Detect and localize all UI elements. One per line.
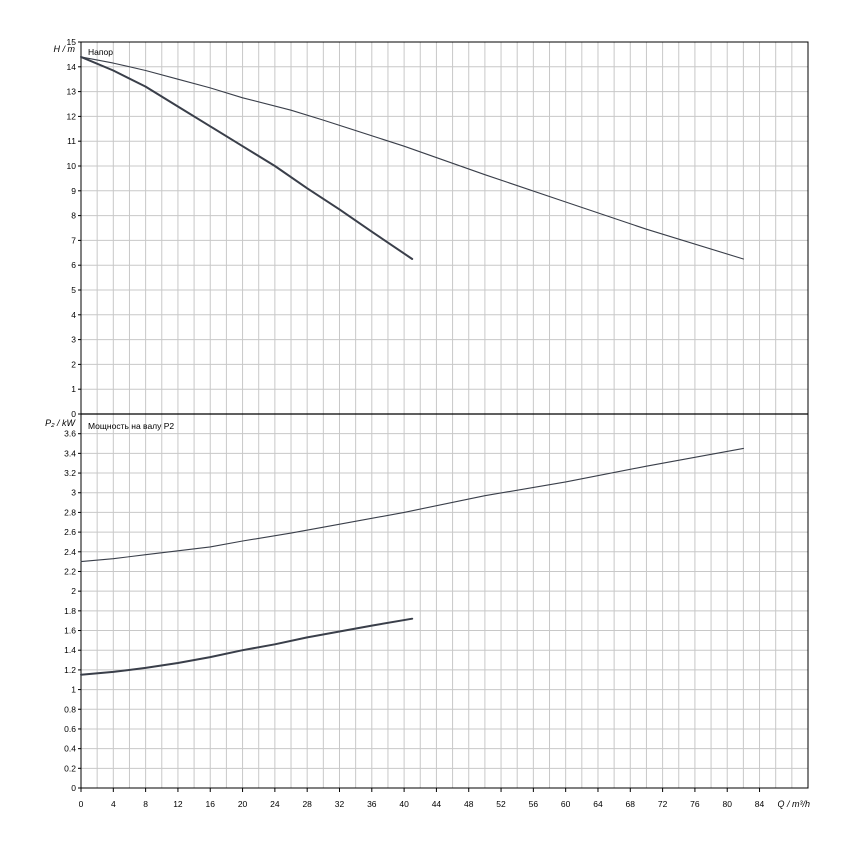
plot-frame [80,41,809,415]
plot-frame [80,413,809,789]
y-tick-label: 1.6 [64,626,76,636]
y-tick-label: 6 [71,260,76,270]
head-curve-1 [80,56,744,260]
y-tick-label: 15 [67,37,77,47]
y-tick-label: 0 [71,409,76,419]
y-tick-label: 0.2 [64,763,76,773]
x-tick-label: 80 [722,799,732,809]
y-tick-label: 12 [67,111,77,121]
y-tick-label: 0.8 [64,704,76,714]
y-tick-label: 1 [71,685,76,695]
y-tick-label: 3.4 [64,448,76,458]
x-tick-label: 20 [238,799,248,809]
x-tick-label: 72 [658,799,668,809]
y-tick-label: 2.6 [64,527,76,537]
x-tick-label: 12 [173,799,183,809]
y-tick-label: 2.4 [64,547,76,557]
x-tick-label: 84 [755,799,765,809]
y-tick-label: 3 [71,335,76,345]
y-tick-label: 13 [67,87,77,97]
x-tick-label: 32 [335,799,345,809]
y-tick-label: 5 [71,285,76,295]
x-tick-label: 64 [593,799,603,809]
x-tick-label: 8 [143,799,148,809]
y-tick-label: 0.4 [64,744,76,754]
x-tick-label: 28 [302,799,312,809]
power-curve-1 [80,447,744,563]
x-tick-label: 52 [496,799,506,809]
power-axis-label: P₂ / kW [45,418,76,428]
y-tick-label: 1 [71,384,76,394]
y-tick-label: 0 [71,783,76,793]
flow-axis-label: Q / m³/h [777,799,810,809]
y-tick-label: 14 [67,62,77,72]
x-tick-label: 40 [399,799,409,809]
y-tick-label: 11 [67,136,76,146]
x-tick-label: 56 [529,799,539,809]
y-tick-label: 2.2 [64,566,76,576]
head-curve-2 [80,55,414,260]
y-tick-label: 1.4 [64,645,76,655]
y-tick-label: 9 [71,186,76,196]
y-tick-label: 0.6 [64,724,76,734]
x-tick-label: 76 [690,799,700,809]
y-tick-label: 1.2 [64,665,76,675]
head-panel-title: Напор [88,47,113,57]
x-tick-label: 0 [79,799,84,809]
y-tick-label: 2 [71,586,76,596]
y-tick-label: 10 [67,161,77,171]
power-panel-title: Мощность на валу P2 [88,421,174,431]
x-tick-label: 24 [270,799,280,809]
y-tick-label: 3 [71,488,76,498]
x-tick-label: 44 [432,799,442,809]
x-tick-label: 16 [206,799,216,809]
x-tick-label: 48 [464,799,474,809]
y-tick-label: 7 [71,235,76,245]
y-tick-label: 1.8 [64,606,76,616]
y-tick-label: 8 [71,211,76,221]
power-curve-2 [80,617,414,676]
head-axis-label: H / m [54,44,76,54]
x-tick-label: 36 [367,799,377,809]
y-tick-label: 3.2 [64,468,76,478]
x-tick-label: 68 [626,799,636,809]
y-tick-label: 2.8 [64,507,76,517]
y-tick-label: 2 [71,359,76,369]
x-tick-label: 4 [111,799,116,809]
y-tick-label: 4 [71,310,76,320]
x-tick-label: 60 [561,799,571,809]
y-tick-label: 3.6 [64,429,76,439]
